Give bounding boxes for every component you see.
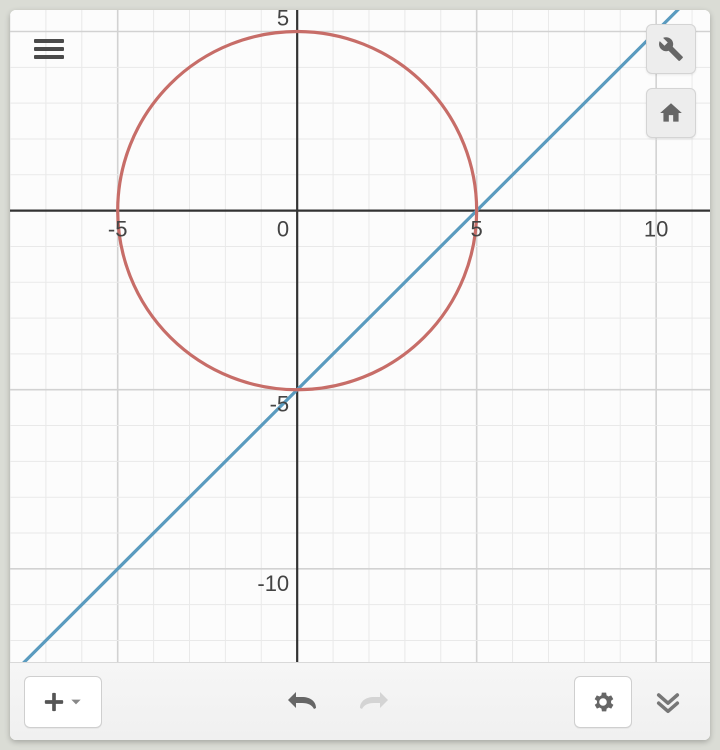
svg-text:5: 5 (277, 10, 289, 30)
graphing-calculator-app: -5 0 5 10 5 -5 -10 (10, 10, 710, 740)
redo-icon (356, 690, 390, 714)
home-icon (658, 100, 684, 126)
svg-text:5: 5 (471, 217, 483, 242)
svg-text:-10: -10 (257, 571, 289, 596)
bottom-toolbar (10, 662, 710, 740)
settings-wrench-button[interactable] (646, 24, 696, 74)
svg-text:-5: -5 (270, 392, 290, 417)
redo-button[interactable] (342, 676, 404, 728)
svg-text:0: 0 (277, 217, 289, 242)
plus-icon (43, 691, 65, 713)
home-button[interactable] (646, 88, 696, 138)
graph-settings-button[interactable] (574, 676, 632, 728)
wrench-icon (658, 36, 684, 62)
svg-text:10: 10 (644, 217, 668, 242)
add-expression-button[interactable] (24, 676, 102, 728)
undo-button[interactable] (272, 676, 334, 728)
menu-icon (34, 37, 64, 61)
plot-svg: -5 0 5 10 5 -5 -10 (10, 10, 710, 662)
menu-button[interactable] (24, 24, 74, 74)
svg-text:-5: -5 (108, 217, 128, 242)
undo-icon (286, 690, 320, 714)
gear-icon (590, 689, 616, 715)
chevrons-down-icon (654, 688, 682, 716)
chevron-down-icon (69, 695, 83, 709)
collapse-keypad-button[interactable] (640, 676, 696, 728)
graph-canvas[interactable]: -5 0 5 10 5 -5 -10 (10, 10, 710, 662)
